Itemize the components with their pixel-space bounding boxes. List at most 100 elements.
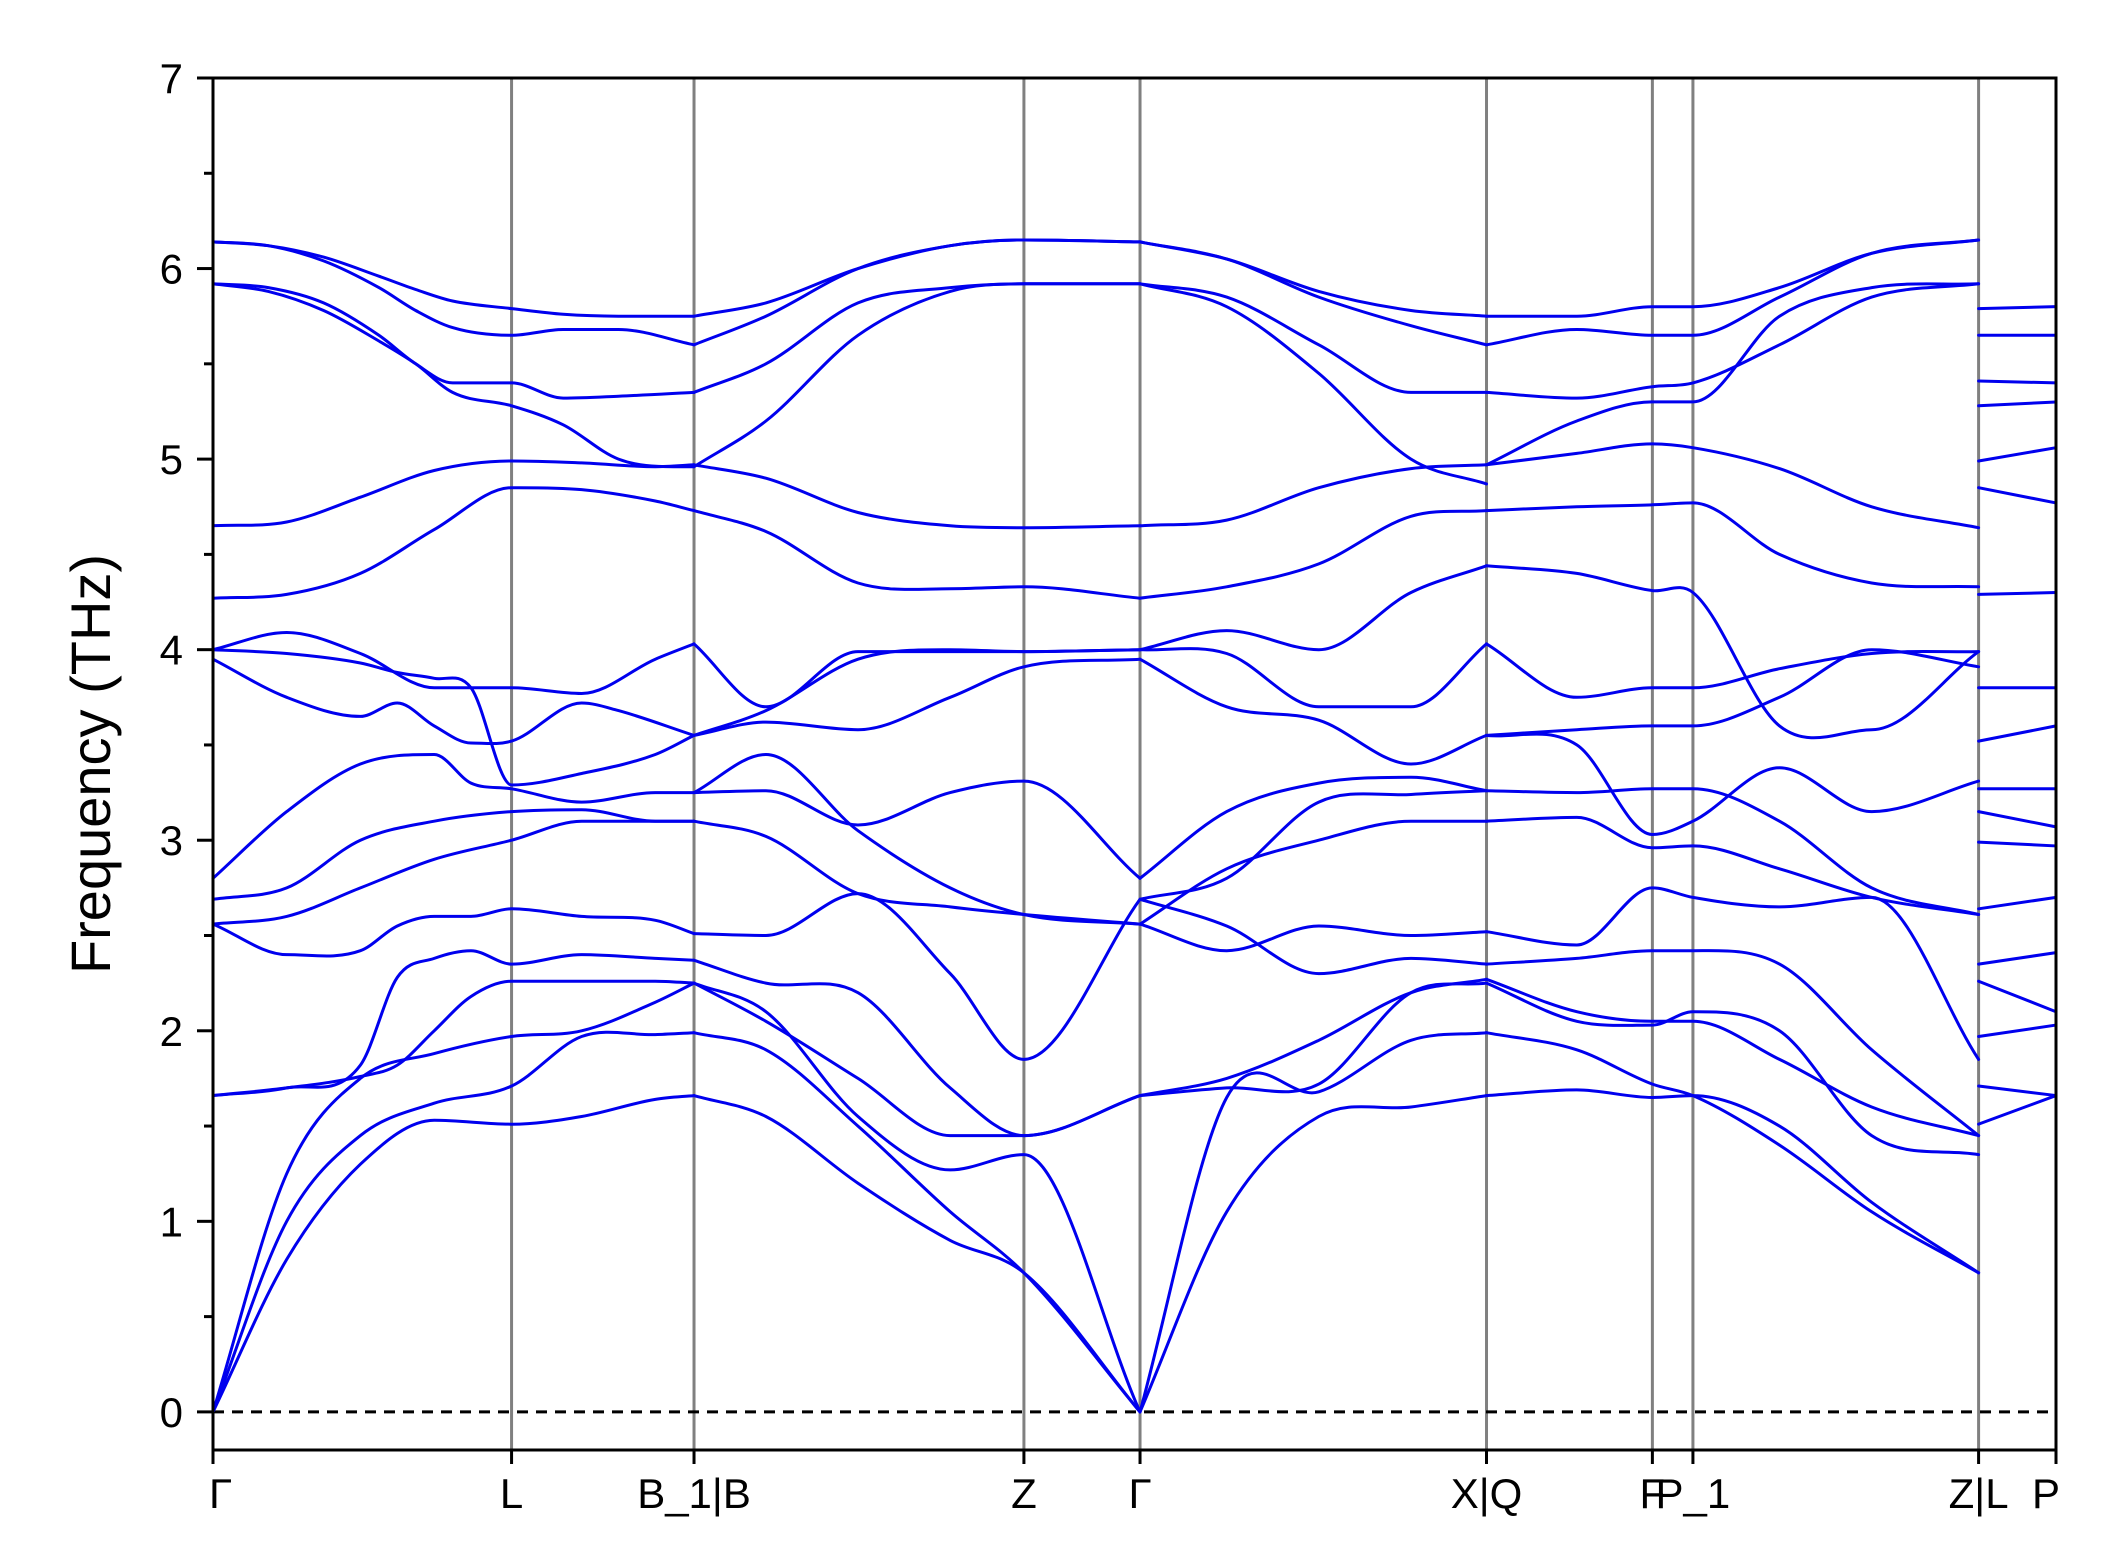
band-line <box>1138 977 1488 1098</box>
band-line <box>211 949 696 1098</box>
band-line <box>1138 463 1488 528</box>
band-line <box>1485 564 1981 740</box>
band-line <box>1485 1031 1981 1275</box>
band-line <box>1138 642 1488 709</box>
x-axis-ticks: Γ L B_1|B Z Γ X|Q FP_1 Z|L P <box>209 1450 2060 1517</box>
band-line <box>1977 305 2058 311</box>
band-line <box>1138 981 1488 1098</box>
band-line <box>692 657 1142 737</box>
band-line <box>1977 951 2058 966</box>
band-line <box>1138 1031 1488 1414</box>
y-tick-label: 4 <box>160 627 183 674</box>
y-tick-label: 1 <box>160 1198 183 1245</box>
band-line <box>1977 1023 2058 1038</box>
band-line <box>1138 897 1488 976</box>
band-line <box>1485 977 1981 1138</box>
band-line <box>692 1094 1142 1414</box>
band-line <box>692 981 1142 1138</box>
x-tick-label: X|Q <box>1451 1470 1523 1517</box>
x-tick-label: Z <box>1011 1470 1037 1517</box>
band-line <box>692 892 1142 1061</box>
band-line <box>692 981 1142 1414</box>
band-line <box>1485 648 1981 737</box>
band-line <box>1485 1088 1981 1275</box>
band-line <box>1977 979 2058 1014</box>
x-tick-label: Γ <box>209 1470 232 1517</box>
band-line <box>211 819 696 926</box>
band-line <box>1977 400 2058 408</box>
band-line <box>1485 238 1981 347</box>
y-tick-label: 6 <box>160 246 183 293</box>
band-line <box>1977 1094 2058 1126</box>
band-line <box>211 486 696 600</box>
band-line <box>211 981 696 1414</box>
band-line <box>1138 564 1488 652</box>
plot-frame <box>211 76 2058 1452</box>
y-tick-label: 7 <box>160 55 183 102</box>
band-line <box>1485 886 1981 1061</box>
band-line <box>692 238 1142 347</box>
band-line <box>1138 240 1488 347</box>
band-line <box>211 459 696 528</box>
x-tick-label: Γ <box>1128 1470 1151 1517</box>
band-line <box>1485 501 1981 589</box>
y-tick-label: 5 <box>160 436 183 483</box>
x-tick-label: P_1 <box>1656 1470 1731 1517</box>
y-axis-label: Frequency (THz) <box>59 554 122 974</box>
band-line <box>692 648 1142 737</box>
band-line <box>1977 840 2058 848</box>
band-line <box>692 819 1142 926</box>
band-line <box>1485 442 1981 530</box>
band-line <box>1485 787 1981 916</box>
band-line <box>211 753 696 880</box>
band-line <box>1485 732 1981 836</box>
band-line <box>211 648 696 787</box>
band-line <box>1977 379 2058 385</box>
band-line <box>211 1030 696 1414</box>
band-line <box>1138 819 1488 926</box>
band-line <box>211 631 696 695</box>
band-line <box>1138 282 1488 486</box>
band-line <box>211 979 696 1098</box>
band-line <box>1485 642 1981 699</box>
band-line <box>211 907 696 958</box>
band-line <box>1977 1084 2058 1098</box>
band-line <box>1138 657 1488 766</box>
band-line <box>1485 282 1981 400</box>
band-line <box>1138 509 1488 600</box>
band-line <box>1485 949 1981 1138</box>
band-line <box>692 1031 1142 1414</box>
y-tick-label: 3 <box>160 817 183 864</box>
band-line <box>1138 789 1488 901</box>
x-tick-label: L <box>500 1470 523 1517</box>
band-line <box>211 1094 696 1414</box>
band-line <box>1138 922 1488 953</box>
band-line <box>1977 810 2058 829</box>
band-line <box>1138 282 1488 394</box>
band-line <box>1977 446 2058 463</box>
band-line <box>692 779 1142 880</box>
band-line <box>1485 282 1981 467</box>
y-tick-label: 0 <box>160 1389 183 1436</box>
band-line <box>211 282 696 469</box>
band-line <box>211 240 696 347</box>
band-line <box>211 657 696 746</box>
band-line <box>1977 895 2058 911</box>
band-line <box>692 463 1142 530</box>
y-tick-label: 2 <box>160 1008 183 1055</box>
x-tick-label: F <box>1640 1470 1666 1517</box>
band-line <box>1138 775 1488 880</box>
x-tick-label: P <box>2032 1470 2060 1517</box>
x-tick-label: Z|L <box>1949 1470 2009 1517</box>
band-line <box>692 282 1142 469</box>
band-line <box>1138 1094 1488 1414</box>
band-line <box>211 282 696 400</box>
band-line <box>1485 981 1981 1157</box>
y-axis-ticks: 0 1 2 3 4 5 6 7 <box>160 55 213 1436</box>
phonon-bands <box>211 238 2058 1414</box>
x-tick-label: B_1|B <box>637 1470 751 1517</box>
band-line <box>692 509 1142 600</box>
band-line <box>1977 486 2058 505</box>
